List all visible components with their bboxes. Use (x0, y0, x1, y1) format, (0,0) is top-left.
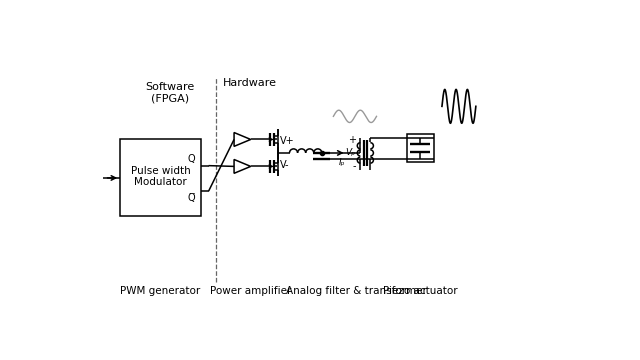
Text: +: + (348, 135, 356, 145)
Text: PWM generator: PWM generator (120, 286, 201, 296)
Text: V-: V- (280, 160, 289, 170)
Text: V+: V+ (280, 136, 294, 145)
Bar (406, 134, 435, 162)
Text: -: - (352, 161, 356, 171)
Text: Q̅: Q̅ (187, 193, 195, 203)
Bar (120, 139, 201, 216)
Text: Software
(FPGA): Software (FPGA) (145, 82, 195, 103)
Text: Analog filter & transformer: Analog filter & transformer (286, 286, 427, 296)
Text: Q: Q (187, 154, 195, 164)
Text: Piezo actuator: Piezo actuator (383, 286, 458, 296)
Text: Hardware: Hardware (223, 78, 276, 88)
Text: Vₚ: Vₚ (346, 148, 356, 157)
Text: Pulse width
Modulator: Pulse width Modulator (131, 166, 191, 187)
Text: Power amplifier: Power amplifier (211, 286, 292, 296)
Text: Iₚ: Iₚ (339, 158, 345, 167)
